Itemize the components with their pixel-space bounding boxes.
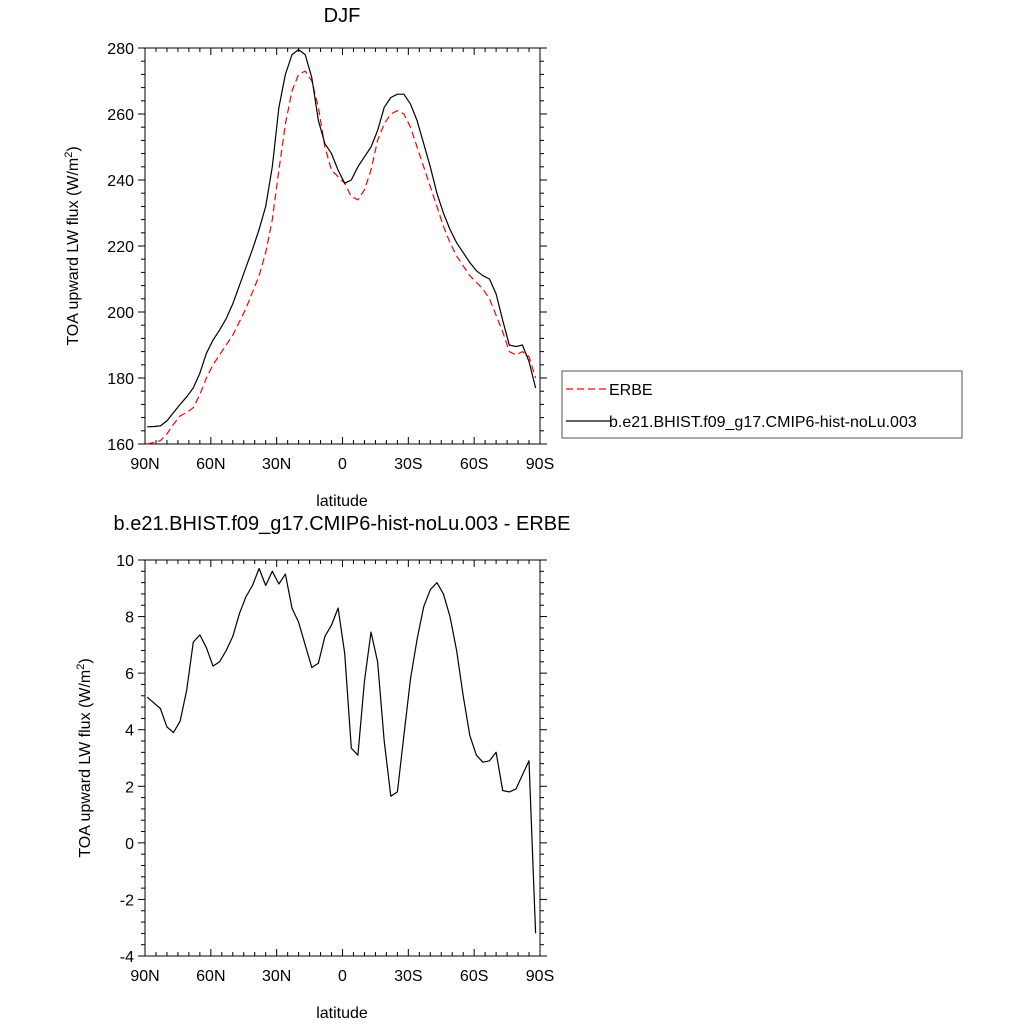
bottom-x-axis-label: latitude — [316, 1005, 368, 1022]
top-y-tick-label: 260 — [107, 107, 134, 124]
top-x-tick-label: 60N — [196, 456, 225, 473]
top-x-tick-label: 90S — [526, 456, 554, 473]
top-chart-title: DJF — [324, 5, 361, 27]
top-series-group — [147, 48, 537, 445]
top-series-line-erbe — [147, 70, 537, 445]
top-y-axis-label: TOA upward LW flux (W/m2) — [63, 146, 82, 345]
bottom-y-axis-label: TOA upward LW flux (W/m2) — [75, 658, 94, 857]
bottom-y-tick-label: 0 — [125, 836, 134, 853]
bottom-x-tick-label: 30N — [262, 968, 291, 985]
bottom-y-tick-label: 6 — [125, 666, 134, 683]
bottom-chart-panel: b.e21.BHIST.f09_g17.CMIP6-hist-noLu.003 … — [75, 513, 570, 1022]
top-y-tick-label: 160 — [107, 437, 134, 454]
top-x-tick-label: 30N — [262, 456, 291, 473]
bottom-y-tick-label: 2 — [125, 779, 134, 796]
top-x-tick-label: 90N — [130, 456, 159, 473]
legend-label-erbe: ERBE — [609, 382, 653, 399]
top-y-tick-label: 220 — [107, 239, 134, 256]
bottom-y-tick-label: 4 — [125, 723, 134, 740]
bottom-x-tick-label: 60S — [460, 968, 488, 985]
bottom-x-tick-label: 30S — [394, 968, 422, 985]
bottom-y-axis-label-sup: 2 — [75, 664, 87, 670]
bottom-x-tick-label: 60N — [196, 968, 225, 985]
bottom-series-line-difference — [146, 567, 537, 934]
top-chart-panel: DJF 90N 60N 30N 0 30S 60S 90S 160 180 200 220 240 26… — [63, 5, 554, 510]
top-x-tick-label: 30S — [394, 456, 422, 473]
legend-box — [561, 370, 963, 439]
top-x-tick-label: 0 — [338, 456, 347, 473]
top-x-tick-label: 60S — [460, 456, 488, 473]
bottom-x-tick-label: 90N — [130, 968, 159, 985]
bottom-y-tick-label: 10 — [116, 553, 134, 570]
top-y-tick-label: 200 — [107, 305, 134, 322]
bottom-tick-group: 90N 60N 30N 0 30S 60S 90S -4 -2 0 2 4 6 8 10 — [116, 553, 554, 985]
bottom-plot-frame — [144, 559, 541, 957]
bottom-y-tick-label: -4 — [120, 949, 134, 966]
bottom-x-tick-label: 0 — [338, 968, 347, 985]
chart-legend: ERBE b.e21.BHIST.f09_g17.CMIP6-hist-noLu… — [561, 370, 963, 439]
top-y-tick-label: 280 — [107, 41, 134, 58]
bottom-y-tick-label: 8 — [125, 610, 134, 627]
legend-label-model: b.e21.BHIST.f09_g17.CMIP6-hist-noLu.003 — [609, 414, 917, 431]
bottom-x-tick-label: 90S — [526, 968, 554, 985]
top-tick-group: 90N 60N 30N 0 30S 60S 90S 160 180 200 220 240 260 280 — [107, 41, 554, 473]
top-y-tick-label: 180 — [107, 371, 134, 388]
bottom-series-group — [146, 567, 537, 934]
top-x-axis-label: latitude — [316, 493, 368, 510]
bottom-y-tick-label: -2 — [120, 892, 134, 909]
top-y-tick-label: 240 — [107, 173, 134, 190]
top-series-line-model — [147, 48, 537, 428]
top-y-axis-label-sup: 2 — [63, 152, 75, 158]
bottom-chart-title: b.e21.BHIST.f09_g17.CMIP6-hist-noLu.003 … — [114, 513, 571, 535]
top-plot-frame — [144, 47, 541, 445]
